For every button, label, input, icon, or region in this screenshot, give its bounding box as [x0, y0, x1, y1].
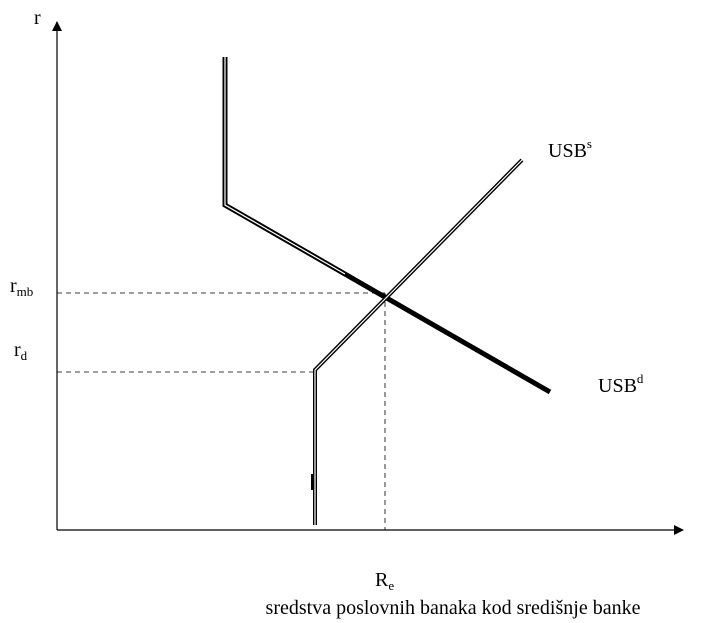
rate-label: rd — [14, 339, 28, 363]
y-axis-label: r — [34, 7, 41, 29]
rate-label: rmb — [10, 275, 33, 299]
x-axis-label: sredstva poslovnih banaka kod središnje … — [266, 597, 641, 619]
curve-label: USBd — [598, 371, 644, 397]
demand-curve — [222, 57, 552, 395]
x-point-label: Re — [375, 569, 394, 593]
supply-curve — [311, 158, 524, 525]
curve-label: USBs — [548, 136, 592, 162]
guide-lines — [57, 292, 386, 530]
